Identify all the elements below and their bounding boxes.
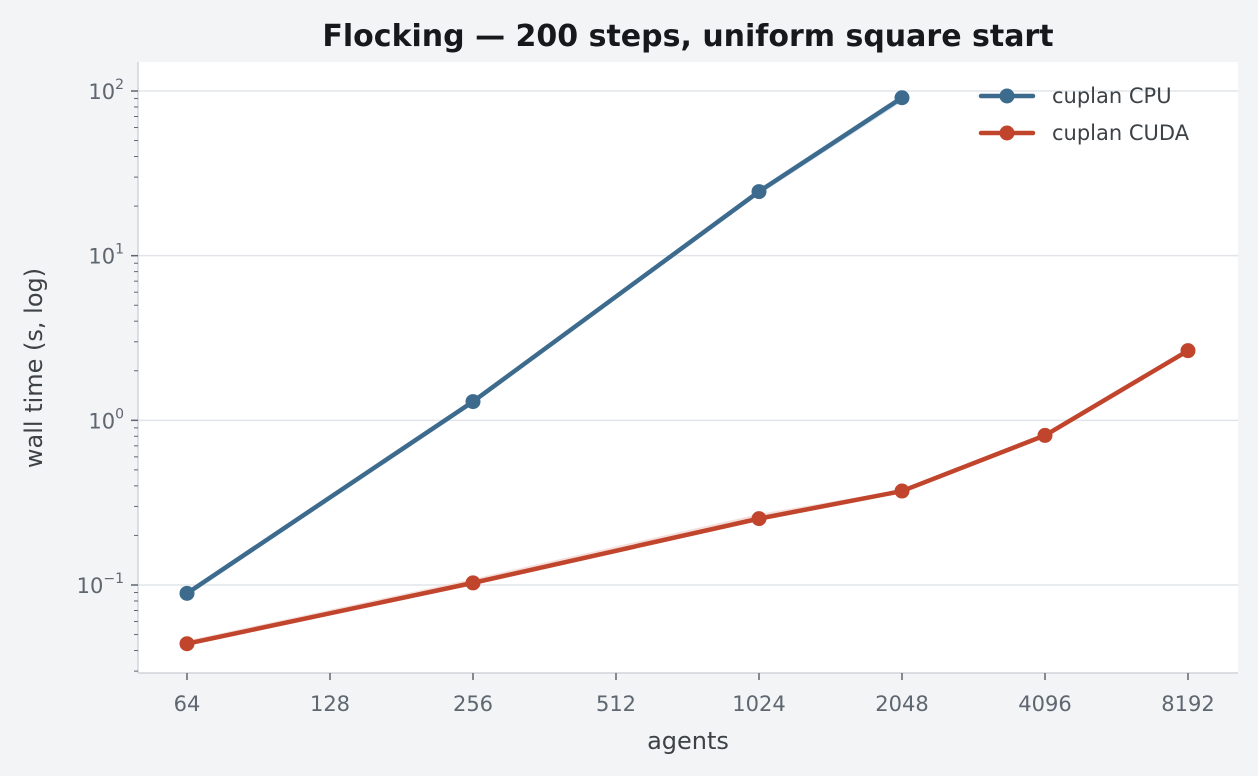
x-tick-label: 1024	[732, 692, 785, 716]
data-point-cuplan-cpu	[179, 585, 195, 601]
x-tick-label: 4096	[1018, 692, 1071, 716]
data-point-cuplan-cuda	[179, 636, 195, 652]
y-axis-label: wall time (s, log)	[20, 268, 48, 468]
x-axis-label: agents	[647, 727, 729, 755]
x-tick-label: 512	[596, 692, 636, 716]
chart-title: Flocking — 200 steps, uniform square sta…	[322, 19, 1053, 54]
y-tick-label: 101	[88, 242, 124, 269]
data-point-cuplan-cuda	[465, 575, 481, 591]
data-point-cuplan-cpu	[751, 184, 767, 200]
series-line-cuplan-cpu	[184, 95, 905, 596]
plot-area	[138, 62, 1238, 673]
x-tick-label: 64	[174, 692, 201, 716]
legend-label: cuplan CUDA	[1052, 121, 1190, 145]
data-point-cuplan-cpu	[894, 90, 910, 106]
y-tick-label: 10−1	[77, 571, 124, 598]
y-tick-label: 102	[88, 77, 124, 104]
data-point-cuplan-cpu	[465, 394, 481, 410]
data-point-cuplan-cuda	[1180, 343, 1196, 359]
grid-layer	[138, 90, 1238, 586]
x-tick-label: 256	[453, 692, 493, 716]
x-tick-label: 8192	[1161, 692, 1214, 716]
data-point-cuplan-cuda	[1037, 427, 1053, 443]
y-tick-label: 100	[88, 406, 124, 433]
legend: cuplan CPU cuplan CUDA	[978, 84, 1190, 145]
data-point-cuplan-cuda	[751, 511, 767, 527]
x-tick-label: 128	[310, 692, 350, 716]
data-point-cuplan-cuda	[894, 483, 910, 499]
legend-swatch-marker	[999, 88, 1015, 104]
legend-label: cuplan CPU	[1052, 84, 1172, 108]
axis-layer: 10−1 100 101 102 64 128 256 512 1024 2048 4096 8192	[77, 77, 1215, 716]
series-layer	[179, 90, 1196, 652]
series-line-cuplan-cuda	[184, 348, 1191, 646]
legend-swatch-marker	[999, 125, 1015, 141]
x-tick-label: 2048	[875, 692, 928, 716]
